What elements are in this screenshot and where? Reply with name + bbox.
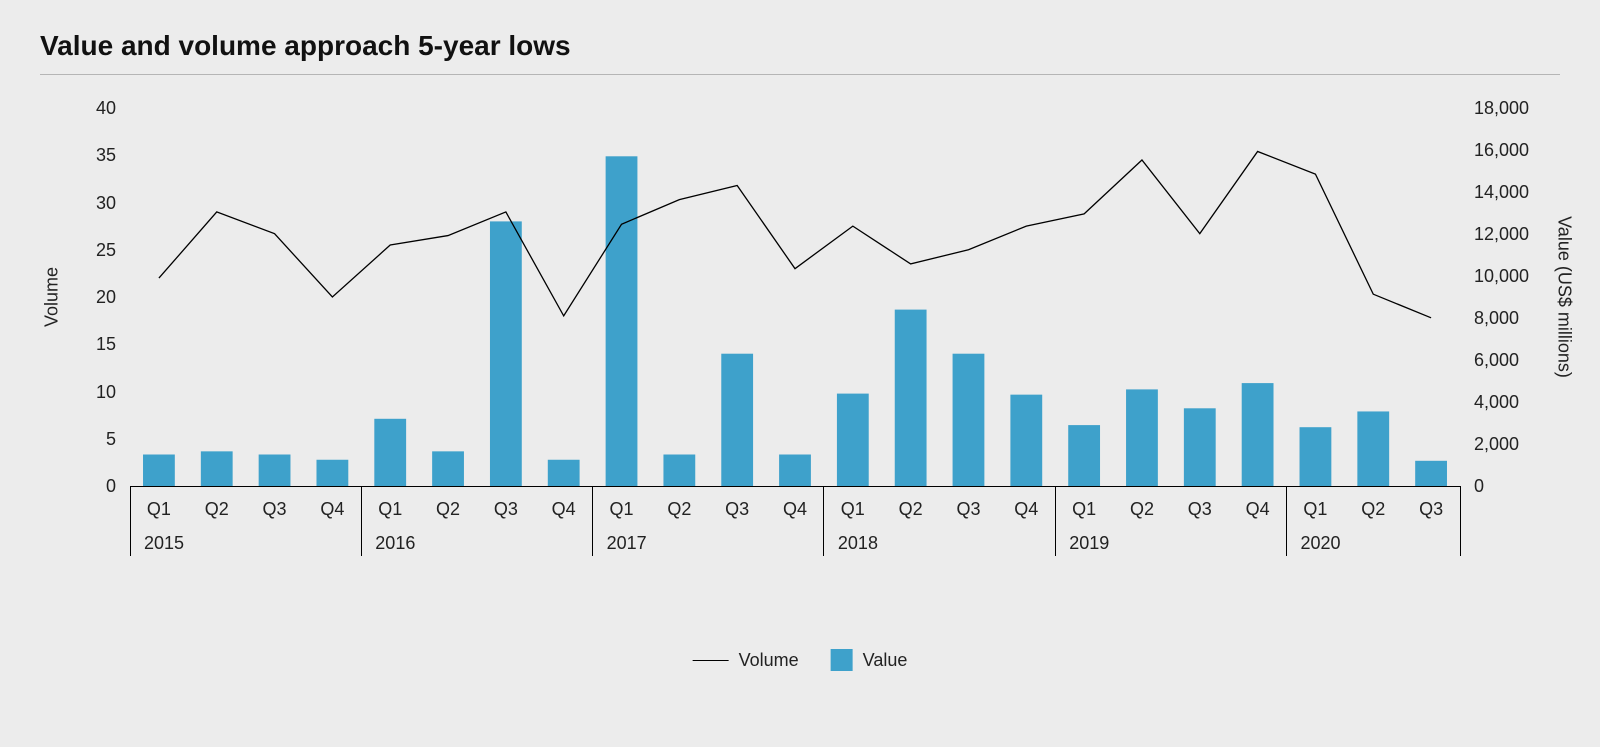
right-tick-label: 18,000 xyxy=(1474,98,1529,119)
legend: Volume Value xyxy=(693,649,908,671)
bar xyxy=(837,394,869,486)
title-rule xyxy=(40,74,1560,75)
bar xyxy=(1068,425,1100,486)
right-tick-label: 4,000 xyxy=(1474,392,1519,413)
bar xyxy=(606,156,638,486)
bar xyxy=(1184,408,1216,486)
left-tick-label: 25 xyxy=(96,240,116,261)
year-separator xyxy=(1460,486,1461,556)
year-separator xyxy=(130,486,131,556)
bar xyxy=(1242,383,1274,486)
bar xyxy=(1126,389,1158,486)
right-tick-label: 2,000 xyxy=(1474,434,1519,455)
bar xyxy=(721,354,753,486)
right-tick-label: 10,000 xyxy=(1474,266,1529,287)
bar xyxy=(779,455,811,487)
left-tick-label: 40 xyxy=(96,98,116,119)
right-tick-label: 12,000 xyxy=(1474,224,1529,245)
right-tick-label: 6,000 xyxy=(1474,350,1519,371)
chart-container: Value and volume approach 5-year lows 0 5… xyxy=(0,0,1600,747)
left-tick-label: 20 xyxy=(96,287,116,308)
legend-swatch-icon xyxy=(831,649,853,671)
left-tick-label: 5 xyxy=(106,429,116,450)
bar xyxy=(490,221,522,486)
year-separator xyxy=(1055,486,1056,556)
year-separator xyxy=(1286,486,1287,556)
left-axis-title: Volume xyxy=(42,267,63,327)
bar xyxy=(143,455,175,487)
chart-title: Value and volume approach 5-year lows xyxy=(40,30,571,62)
right-tick-label: 0 xyxy=(1474,476,1484,497)
bar xyxy=(374,419,406,486)
bar xyxy=(432,451,464,486)
combo-chart xyxy=(130,108,1460,488)
legend-label: Volume xyxy=(739,650,799,671)
bar xyxy=(548,460,580,486)
left-tick-label: 0 xyxy=(106,476,116,497)
bar xyxy=(259,455,291,487)
legend-line-icon xyxy=(693,660,729,661)
right-tick-label: 14,000 xyxy=(1474,182,1529,203)
bar xyxy=(1415,461,1447,486)
left-tick-label: 10 xyxy=(96,382,116,403)
right-axis-title: Value (US$ millions) xyxy=(1554,216,1575,378)
year-separator xyxy=(592,486,593,556)
legend-item: Value xyxy=(831,649,908,671)
year-separators xyxy=(130,486,1460,556)
bar xyxy=(663,455,695,487)
bar xyxy=(1357,411,1389,486)
right-tick-label: 16,000 xyxy=(1474,140,1529,161)
right-tick-label: 8,000 xyxy=(1474,308,1519,329)
bar xyxy=(1300,427,1332,486)
bar xyxy=(1010,395,1042,486)
bar xyxy=(201,451,233,486)
year-separator xyxy=(361,486,362,556)
year-separator xyxy=(823,486,824,556)
left-tick-label: 30 xyxy=(96,193,116,214)
legend-label: Value xyxy=(863,650,908,671)
bar xyxy=(316,460,348,486)
volume-line xyxy=(159,151,1431,317)
left-tick-label: 15 xyxy=(96,334,116,355)
bar xyxy=(953,354,985,486)
legend-item: Volume xyxy=(693,650,799,671)
bar xyxy=(895,310,927,486)
left-tick-label: 35 xyxy=(96,145,116,166)
